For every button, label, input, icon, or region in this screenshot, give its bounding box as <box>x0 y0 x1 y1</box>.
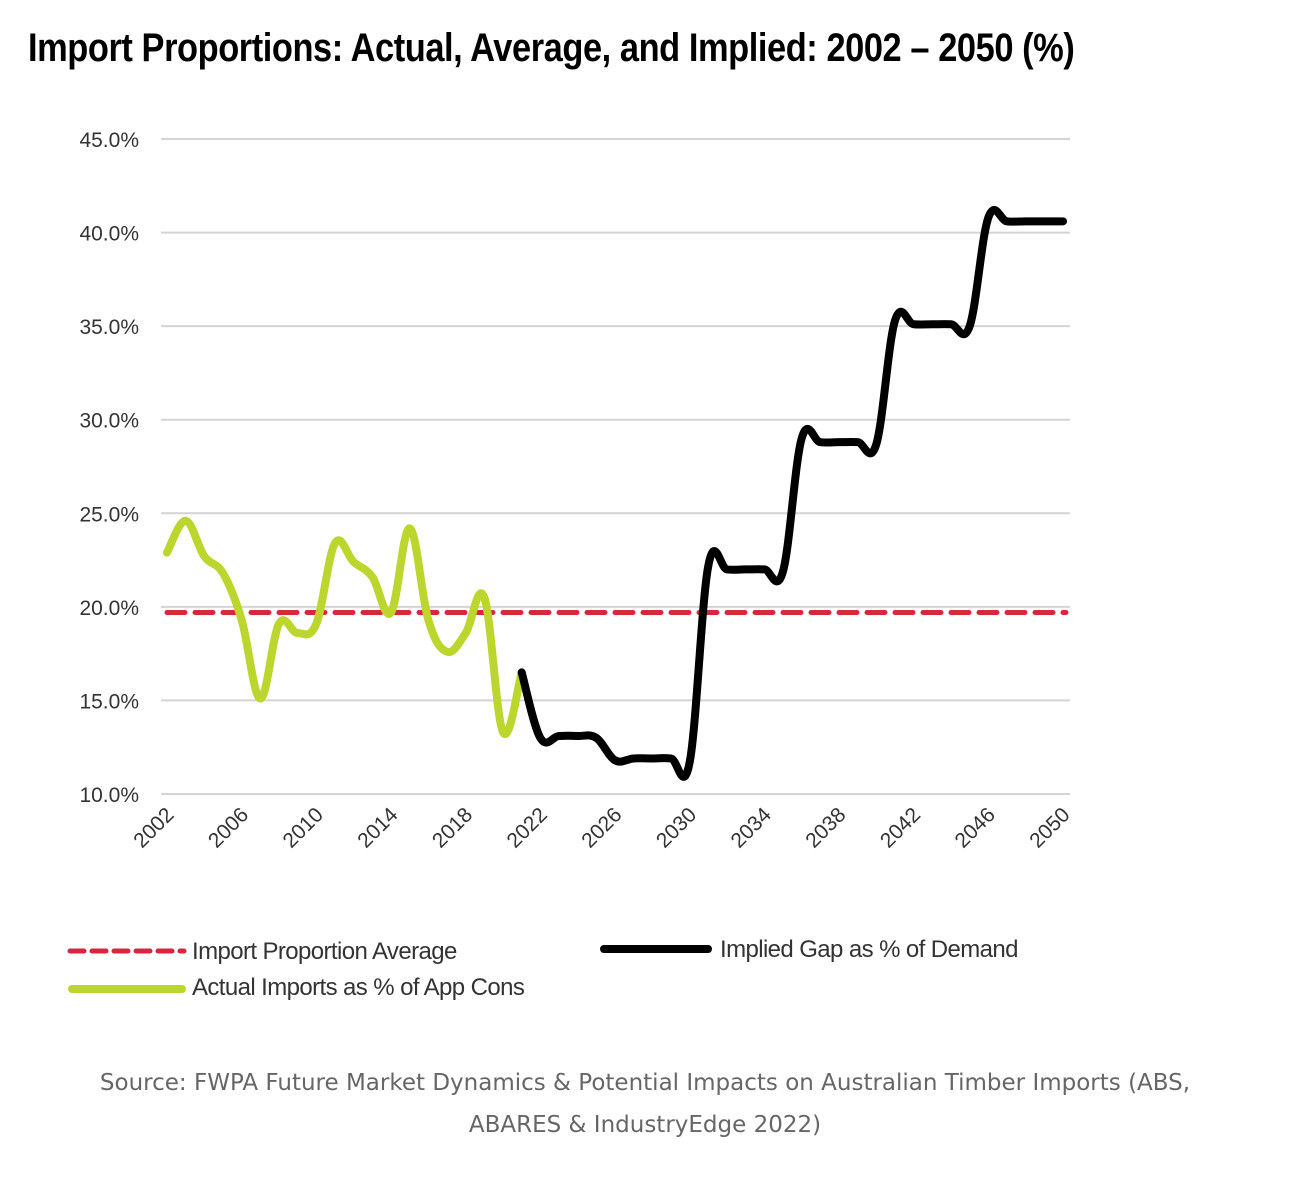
y-tick-label: 25.0% <box>79 503 139 526</box>
legend-label-actual-imports: Actual Imports as % of App Cons <box>192 974 525 1001</box>
x-tick-label: 2026 <box>577 803 626 852</box>
source-line-1: Source: FWPA Future Market Dynamics & Po… <box>99 1070 1191 1096</box>
x-tick-label: 2046 <box>951 803 1000 852</box>
x-tick-label: 2030 <box>652 803 701 852</box>
legend: Import Proportion Average Implied Gap as… <box>67 936 1018 1001</box>
legend-item-implied-gap: Implied Gap as % of Demand <box>600 936 1018 963</box>
x-tick-label: 2050 <box>1025 803 1074 852</box>
x-tick-label: 2014 <box>353 803 403 853</box>
source-line-2: ABARES & IndustryEdge 2022) <box>468 1112 822 1138</box>
x-tick-label: 2006 <box>204 803 253 852</box>
y-axis-tick-labels: 10.0% 15.0% 20.0% 25.0% 30.0% 35.0% 40.0% 45.0% <box>79 129 139 807</box>
chart: 10.0% 15.0% 20.0% 25.0% 30.0% 35.0% 40.0% 45.0%… <box>67 129 1075 1001</box>
x-tick-label: 2022 <box>503 803 552 852</box>
legend-item-import-proportion-average: Import Proportion Average <box>67 938 458 965</box>
y-tick-label: 30.0% <box>79 410 139 433</box>
legend-item-actual-imports: Actual Imports as % of App Cons <box>68 974 525 1001</box>
x-tick-label: 2042 <box>876 803 925 852</box>
y-tick-label: 40.0% <box>79 223 139 246</box>
y-tick-label: 35.0% <box>79 316 139 339</box>
y-tick-label: 20.0% <box>79 597 139 620</box>
x-tick-label: 2034 <box>727 803 777 853</box>
x-tick-label: 2002 <box>129 803 178 852</box>
x-tick-label: 2010 <box>279 803 328 852</box>
y-tick-label: 15.0% <box>79 690 139 713</box>
x-tick-label: 2018 <box>428 803 477 852</box>
source-caption: Source: FWPA Future Market Dynamics & Po… <box>0 1062 1290 1146</box>
legend-label-average: Import Proportion Average <box>192 938 457 965</box>
series-line-implied-gap-as-of-demand <box>517 206 1067 781</box>
y-tick-label: 10.0% <box>79 784 139 807</box>
series-line-actual-imports-as-of-app-cons <box>163 516 526 739</box>
y-tick-label: 45.0% <box>79 129 139 152</box>
x-axis-tick-labels: 2002 2006 2010 2014 2018 2022 2026 2030 2034 2038… <box>129 803 1074 853</box>
legend-label-implied-gap: Implied Gap as % of Demand <box>720 936 1018 963</box>
chart-title: Import Proportions: Actual, Average, and… <box>28 26 1075 70</box>
gridlines <box>161 138 1070 795</box>
x-tick-label: 2038 <box>801 803 850 852</box>
series-lines <box>163 206 1069 781</box>
